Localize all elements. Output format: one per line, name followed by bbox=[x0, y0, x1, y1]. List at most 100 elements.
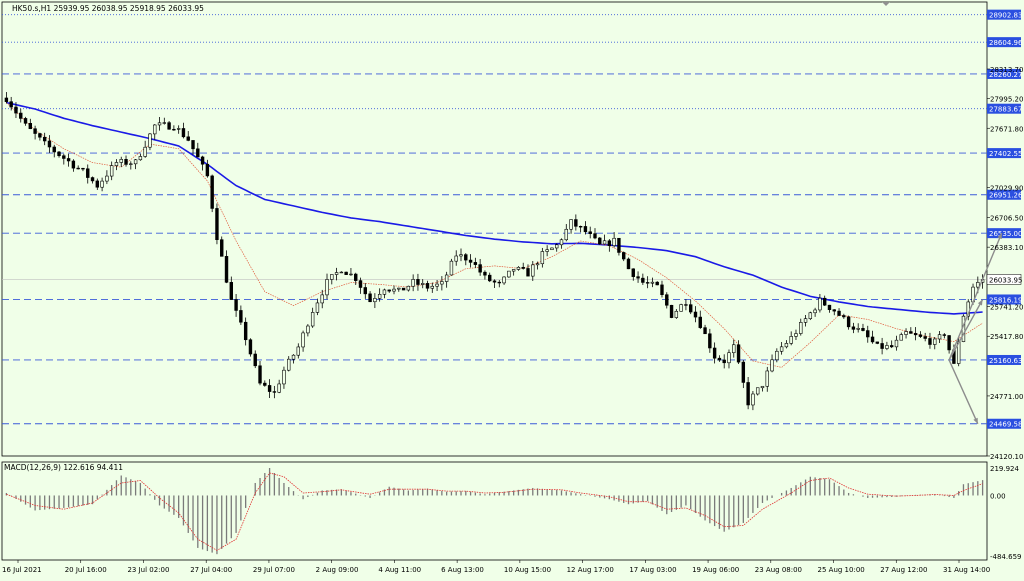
candle-body bbox=[866, 330, 870, 338]
candlestick bbox=[555, 243, 559, 252]
candle-body bbox=[531, 264, 535, 277]
candle-body bbox=[210, 175, 214, 209]
candlestick bbox=[129, 161, 133, 170]
candle-body bbox=[425, 283, 430, 289]
candlestick bbox=[397, 287, 401, 292]
candlestick bbox=[746, 376, 750, 410]
candle-body bbox=[822, 297, 827, 306]
candlestick bbox=[866, 325, 870, 343]
candle-body bbox=[368, 293, 372, 303]
level-label: 26535.00 bbox=[989, 230, 1022, 238]
candlestick bbox=[267, 379, 272, 398]
level-label: 24469.58 bbox=[989, 421, 1022, 429]
candle-body bbox=[224, 256, 229, 283]
time-tick-label: 2 Aug 09:00 bbox=[316, 566, 359, 574]
candlestick bbox=[535, 261, 540, 270]
candle-body bbox=[918, 334, 923, 337]
candlestick bbox=[191, 140, 195, 155]
time-tick-label: 6 Aug 13:00 bbox=[441, 566, 484, 574]
candle-body bbox=[598, 237, 602, 245]
macd-panel-frame bbox=[1, 461, 988, 561]
candle-body bbox=[708, 333, 712, 349]
candle-body bbox=[502, 276, 506, 284]
candle-body bbox=[310, 312, 315, 327]
candle-body bbox=[846, 316, 851, 328]
candle-body bbox=[296, 346, 300, 356]
candlestick bbox=[325, 273, 329, 300]
projection-arrow[interactable] bbox=[948, 232, 1003, 361]
candle-body bbox=[9, 101, 13, 108]
candlestick bbox=[732, 339, 736, 358]
time-tick-label: 12 Aug 17:00 bbox=[567, 566, 614, 574]
candle-body bbox=[354, 273, 358, 281]
candle-body bbox=[440, 281, 444, 285]
candlestick bbox=[277, 379, 281, 394]
candle-body bbox=[291, 354, 296, 360]
candlestick bbox=[133, 159, 138, 170]
candle-body bbox=[755, 387, 760, 395]
candlestick bbox=[100, 177, 104, 192]
candle-body bbox=[507, 270, 511, 278]
time-tick-label: 23 Aug 08:00 bbox=[755, 566, 802, 574]
candle-body bbox=[851, 326, 856, 330]
candle-body bbox=[114, 162, 119, 166]
candlestick bbox=[172, 125, 176, 131]
candle-body bbox=[631, 268, 635, 277]
candle-body bbox=[315, 302, 320, 313]
candlestick bbox=[153, 124, 157, 140]
candle-body bbox=[545, 249, 549, 252]
candlestick bbox=[320, 289, 324, 309]
candle-body bbox=[435, 283, 439, 287]
candlestick bbox=[196, 142, 200, 158]
candle-body bbox=[215, 208, 219, 240]
candle-body bbox=[875, 341, 880, 344]
candle-body bbox=[153, 124, 157, 135]
candlestick bbox=[416, 273, 420, 291]
candle-body bbox=[784, 343, 789, 348]
candlestick bbox=[794, 329, 798, 340]
candle-body bbox=[889, 345, 894, 348]
candle-body bbox=[693, 311, 698, 318]
candle-body bbox=[641, 277, 645, 283]
projection-arrow[interactable] bbox=[948, 299, 984, 361]
level-label: 28902.83 bbox=[989, 12, 1022, 20]
candlestick bbox=[478, 258, 482, 276]
candle-body bbox=[277, 383, 281, 393]
candlestick bbox=[602, 234, 607, 245]
candlestick bbox=[779, 341, 784, 355]
candle-body bbox=[636, 276, 640, 279]
level-label: 25816.19 bbox=[989, 296, 1022, 304]
price-tick-label: 25741.20 bbox=[990, 303, 1023, 311]
candlestick bbox=[464, 253, 468, 266]
projection-arrow[interactable] bbox=[948, 359, 979, 425]
candlestick bbox=[818, 294, 822, 313]
candlestick bbox=[148, 132, 152, 151]
candle-body bbox=[856, 328, 860, 330]
candlestick bbox=[688, 299, 693, 315]
time-tick-label: 20 Jul 16:00 bbox=[65, 566, 107, 574]
candlestick bbox=[483, 270, 487, 280]
candle-body bbox=[105, 175, 109, 182]
candlestick bbox=[315, 298, 320, 316]
level-label-box bbox=[987, 228, 1021, 239]
candlestick bbox=[564, 224, 568, 242]
candlestick bbox=[550, 247, 554, 251]
level-label-box bbox=[987, 103, 1021, 114]
candlestick bbox=[861, 323, 865, 332]
candlestick bbox=[492, 279, 497, 288]
candlestick bbox=[526, 264, 530, 277]
candlestick bbox=[334, 267, 339, 281]
candle-body bbox=[770, 359, 774, 372]
candlestick bbox=[167, 121, 171, 130]
candle-body bbox=[392, 288, 396, 292]
candlestick bbox=[86, 164, 90, 184]
candle-body bbox=[320, 294, 324, 304]
time-tick-label: 10 Aug 15:00 bbox=[504, 566, 551, 574]
candlestick bbox=[736, 340, 741, 364]
candlestick bbox=[708, 328, 712, 353]
candlestick bbox=[454, 250, 458, 266]
candle-body bbox=[86, 168, 90, 178]
candlestick bbox=[186, 131, 190, 142]
